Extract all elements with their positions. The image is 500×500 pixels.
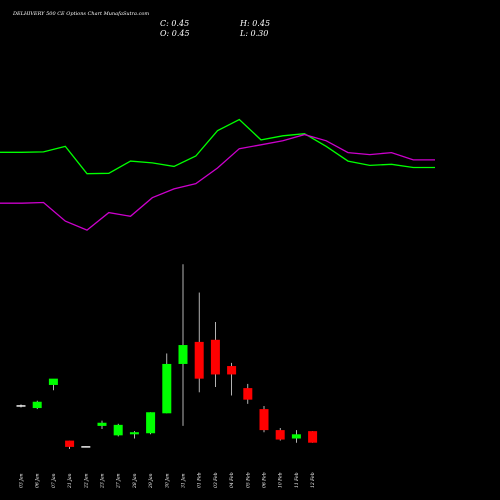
candle-body [210, 339, 220, 375]
x-tick-label: 28 Jan [132, 473, 138, 489]
x-tick-label: 10 Feb [278, 472, 284, 488]
candle-body [129, 432, 139, 435]
x-tick-label: 29 Jan [148, 473, 154, 489]
x-tick-label: 30 Jan [164, 473, 170, 488]
x-tick-label: 03 Feb [213, 472, 219, 488]
candle-body [48, 378, 58, 385]
x-tick-label: 27 Jan [116, 473, 122, 489]
close-readout: C: 0.45 [160, 19, 189, 28]
candle-body [146, 412, 156, 434]
candle-body [32, 401, 42, 409]
candle-body [259, 409, 269, 431]
candle-body [291, 434, 301, 439]
chart-title: DELHIVERY 500 CE Options Chart MunafaSut… [12, 11, 149, 17]
candle-body [308, 431, 318, 443]
x-tick-label: 03 Jan [19, 473, 25, 488]
candle-body [162, 363, 172, 414]
x-tick-label: 21 Jan [67, 473, 73, 489]
candle-body [178, 345, 188, 364]
candle-body [243, 388, 253, 400]
candle-body [16, 405, 26, 407]
x-tick-label: 22 Jan [83, 473, 89, 489]
candle-body [97, 422, 107, 426]
candle-body [81, 446, 91, 448]
candle-body [65, 440, 75, 447]
x-tick-label: 05 Feb [245, 472, 251, 488]
x-tick-label: 31 Jan [181, 473, 187, 488]
low-readout: L: 0.30 [239, 29, 268, 38]
candle-body [275, 430, 285, 440]
x-tick-label: 11 Feb [294, 472, 300, 488]
x-axis-ticks: 03 Jan 06 Jan 07 Jan 21 Jan 22 Jan 23 Jan 27 J… [19, 472, 317, 489]
x-tick-label: 07 Jan [51, 473, 57, 488]
candles-group [16, 264, 318, 449]
green-indicator-line [0, 118, 435, 175]
x-tick-label: 12 Feb [310, 472, 316, 488]
indicator-lines [0, 118, 435, 231]
candle-body [227, 366, 237, 375]
x-tick-label: 01 Feb [197, 472, 203, 488]
magenta-indicator-line [0, 133, 435, 231]
x-tick-label: 06 Jan [35, 473, 41, 488]
high-readout: H: 0.45 [239, 19, 270, 28]
x-tick-label: 23 Jan [100, 473, 106, 489]
x-tick-label: 04 Feb [229, 472, 235, 488]
candle-body [113, 424, 123, 436]
open-readout: O: 0.45 [160, 29, 190, 38]
x-tick-label: 06 Feb [262, 472, 268, 488]
candle-body [194, 341, 204, 379]
